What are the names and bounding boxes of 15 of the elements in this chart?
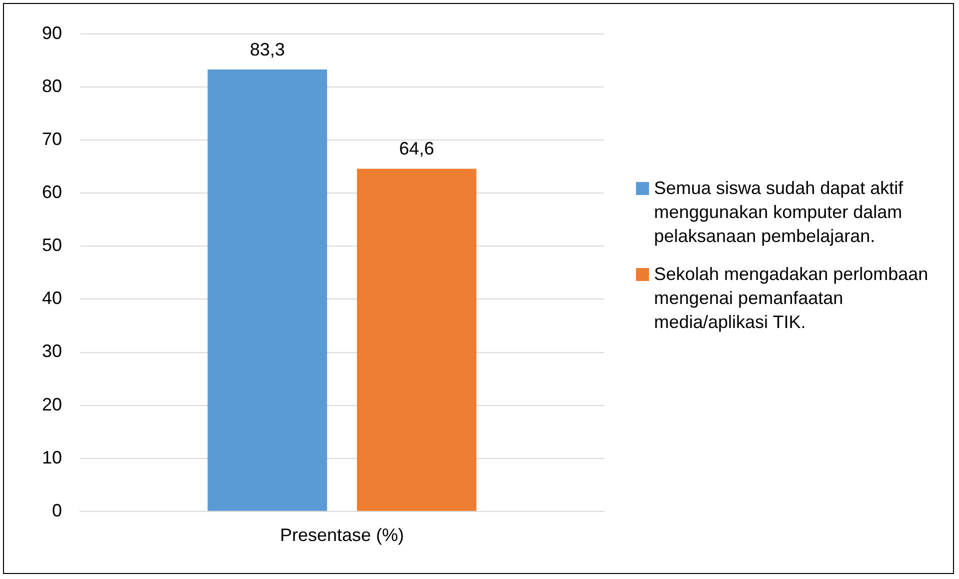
y-tick-label: 80 [42,76,62,96]
y-tick-label: 0 [52,500,62,520]
y-tick-label: 50 [42,235,62,256]
y-tick-label: 30 [42,341,62,362]
legend-label: Semua siswa sudah dapat aktif menggunakan komputer dalam pelaksanaan pembelajaran. [654,177,904,248]
y-tick-label: 40 [42,288,62,308]
legend-label: Sekolah mengadakan perlombaan mengenai pemanfaatan media/aplikasi TIK. [654,263,930,334]
data-label: 64,6 [399,138,434,159]
y-tick-label: 20 [42,394,62,414]
data-label: 83,3 [250,40,285,60]
x-tick-label: Presentase (%) [280,525,404,546]
y-tick-label: 90 [42,22,62,43]
y-tick-label: 70 [42,129,62,150]
y-tick-label: 60 [42,182,62,202]
y-tick-label: 10 [42,447,62,468]
